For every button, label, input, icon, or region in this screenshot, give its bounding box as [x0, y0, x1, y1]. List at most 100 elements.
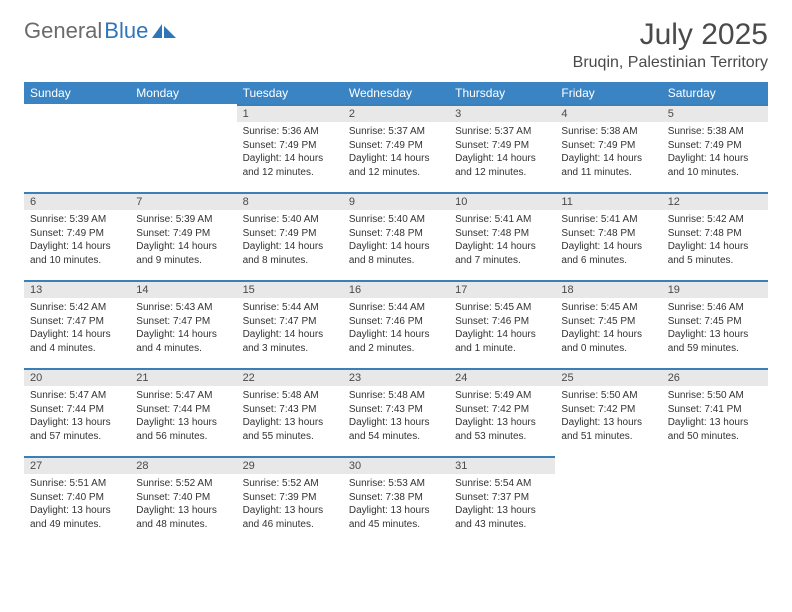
- calendar-cell: 12Sunrise: 5:42 AMSunset: 7:48 PMDayligh…: [662, 192, 768, 280]
- calendar-cell: [555, 456, 661, 544]
- day-details: Sunrise: 5:38 AMSunset: 7:49 PMDaylight:…: [662, 122, 768, 182]
- calendar-cell: 11Sunrise: 5:41 AMSunset: 7:48 PMDayligh…: [555, 192, 661, 280]
- day-number: 23: [343, 368, 449, 386]
- calendar-cell: 4Sunrise: 5:38 AMSunset: 7:49 PMDaylight…: [555, 104, 661, 192]
- calendar-cell: [24, 104, 130, 192]
- calendar-cell: 8Sunrise: 5:40 AMSunset: 7:49 PMDaylight…: [237, 192, 343, 280]
- day-number: 31: [449, 456, 555, 474]
- location: Bruqin, Palestinian Territory: [573, 54, 768, 72]
- calendar-cell: 22Sunrise: 5:48 AMSunset: 7:43 PMDayligh…: [237, 368, 343, 456]
- day-number: 20: [24, 368, 130, 386]
- day-number: 2: [343, 104, 449, 122]
- day-details: Sunrise: 5:37 AMSunset: 7:49 PMDaylight:…: [343, 122, 449, 182]
- day-details: Sunrise: 5:48 AMSunset: 7:43 PMDaylight:…: [237, 386, 343, 446]
- calendar-cell: 6Sunrise: 5:39 AMSunset: 7:49 PMDaylight…: [24, 192, 130, 280]
- day-details: Sunrise: 5:49 AMSunset: 7:42 PMDaylight:…: [449, 386, 555, 446]
- logo-text-general: General: [24, 18, 102, 44]
- day-number: 13: [24, 280, 130, 298]
- calendar-row: 1Sunrise: 5:36 AMSunset: 7:49 PMDaylight…: [24, 104, 768, 192]
- day-number: 19: [662, 280, 768, 298]
- calendar-cell: 17Sunrise: 5:45 AMSunset: 7:46 PMDayligh…: [449, 280, 555, 368]
- calendar-cell: 10Sunrise: 5:41 AMSunset: 7:48 PMDayligh…: [449, 192, 555, 280]
- day-number: 15: [237, 280, 343, 298]
- day-number: 27: [24, 456, 130, 474]
- day-details: Sunrise: 5:53 AMSunset: 7:38 PMDaylight:…: [343, 474, 449, 534]
- day-number: 24: [449, 368, 555, 386]
- day-details: Sunrise: 5:39 AMSunset: 7:49 PMDaylight:…: [130, 210, 236, 270]
- calendar-cell: 14Sunrise: 5:43 AMSunset: 7:47 PMDayligh…: [130, 280, 236, 368]
- day-number: 8: [237, 192, 343, 210]
- calendar-cell: 3Sunrise: 5:37 AMSunset: 7:49 PMDaylight…: [449, 104, 555, 192]
- logo-sail-icon: [152, 22, 178, 40]
- calendar-header-row: SundayMondayTuesdayWednesdayThursdayFrid…: [24, 82, 768, 104]
- day-number: 14: [130, 280, 236, 298]
- calendar-body: 1Sunrise: 5:36 AMSunset: 7:49 PMDaylight…: [24, 104, 768, 544]
- calendar-table: SundayMondayTuesdayWednesdayThursdayFrid…: [24, 82, 768, 544]
- day-number: 5: [662, 104, 768, 122]
- day-number: 18: [555, 280, 661, 298]
- day-details: Sunrise: 5:43 AMSunset: 7:47 PMDaylight:…: [130, 298, 236, 358]
- calendar-cell: 2Sunrise: 5:37 AMSunset: 7:49 PMDaylight…: [343, 104, 449, 192]
- day-header: Monday: [130, 82, 236, 104]
- day-header: Saturday: [662, 82, 768, 104]
- day-number: 3: [449, 104, 555, 122]
- calendar-cell: 9Sunrise: 5:40 AMSunset: 7:48 PMDaylight…: [343, 192, 449, 280]
- title-block: July 2025 Bruqin, Palestinian Territory: [573, 18, 768, 72]
- day-number: 11: [555, 192, 661, 210]
- logo: GeneralBlue: [24, 18, 178, 44]
- calendar-row: 20Sunrise: 5:47 AMSunset: 7:44 PMDayligh…: [24, 368, 768, 456]
- day-header: Thursday: [449, 82, 555, 104]
- day-details: Sunrise: 5:41 AMSunset: 7:48 PMDaylight:…: [449, 210, 555, 270]
- calendar-cell: 28Sunrise: 5:52 AMSunset: 7:40 PMDayligh…: [130, 456, 236, 544]
- day-number: 12: [662, 192, 768, 210]
- calendar-cell: 26Sunrise: 5:50 AMSunset: 7:41 PMDayligh…: [662, 368, 768, 456]
- day-number: 30: [343, 456, 449, 474]
- day-number: 9: [343, 192, 449, 210]
- day-number: 28: [130, 456, 236, 474]
- day-header: Wednesday: [343, 82, 449, 104]
- day-number: 1: [237, 104, 343, 122]
- day-details: Sunrise: 5:40 AMSunset: 7:49 PMDaylight:…: [237, 210, 343, 270]
- day-details: Sunrise: 5:54 AMSunset: 7:37 PMDaylight:…: [449, 474, 555, 534]
- calendar-cell: 23Sunrise: 5:48 AMSunset: 7:43 PMDayligh…: [343, 368, 449, 456]
- day-details: Sunrise: 5:50 AMSunset: 7:42 PMDaylight:…: [555, 386, 661, 446]
- calendar-cell: 20Sunrise: 5:47 AMSunset: 7:44 PMDayligh…: [24, 368, 130, 456]
- calendar-cell: 16Sunrise: 5:44 AMSunset: 7:46 PMDayligh…: [343, 280, 449, 368]
- day-details: Sunrise: 5:42 AMSunset: 7:47 PMDaylight:…: [24, 298, 130, 358]
- day-number: 4: [555, 104, 661, 122]
- calendar-row: 6Sunrise: 5:39 AMSunset: 7:49 PMDaylight…: [24, 192, 768, 280]
- day-number: 7: [130, 192, 236, 210]
- month-title: July 2025: [573, 18, 768, 52]
- day-details: Sunrise: 5:42 AMSunset: 7:48 PMDaylight:…: [662, 210, 768, 270]
- day-number: 10: [449, 192, 555, 210]
- day-number: 17: [449, 280, 555, 298]
- calendar-cell: 19Sunrise: 5:46 AMSunset: 7:45 PMDayligh…: [662, 280, 768, 368]
- day-header: Tuesday: [237, 82, 343, 104]
- calendar-cell: 7Sunrise: 5:39 AMSunset: 7:49 PMDaylight…: [130, 192, 236, 280]
- day-details: Sunrise: 5:45 AMSunset: 7:45 PMDaylight:…: [555, 298, 661, 358]
- calendar-cell: 29Sunrise: 5:52 AMSunset: 7:39 PMDayligh…: [237, 456, 343, 544]
- calendar-row: 27Sunrise: 5:51 AMSunset: 7:40 PMDayligh…: [24, 456, 768, 544]
- calendar-cell: [662, 456, 768, 544]
- calendar-cell: 13Sunrise: 5:42 AMSunset: 7:47 PMDayligh…: [24, 280, 130, 368]
- calendar-cell: 27Sunrise: 5:51 AMSunset: 7:40 PMDayligh…: [24, 456, 130, 544]
- day-details: Sunrise: 5:45 AMSunset: 7:46 PMDaylight:…: [449, 298, 555, 358]
- day-details: Sunrise: 5:47 AMSunset: 7:44 PMDaylight:…: [130, 386, 236, 446]
- day-details: Sunrise: 5:38 AMSunset: 7:49 PMDaylight:…: [555, 122, 661, 182]
- day-details: Sunrise: 5:44 AMSunset: 7:47 PMDaylight:…: [237, 298, 343, 358]
- calendar-cell: 1Sunrise: 5:36 AMSunset: 7:49 PMDaylight…: [237, 104, 343, 192]
- logo-text-blue: Blue: [104, 18, 148, 44]
- day-number: 21: [130, 368, 236, 386]
- day-details: Sunrise: 5:36 AMSunset: 7:49 PMDaylight:…: [237, 122, 343, 182]
- calendar-row: 13Sunrise: 5:42 AMSunset: 7:47 PMDayligh…: [24, 280, 768, 368]
- calendar-cell: 21Sunrise: 5:47 AMSunset: 7:44 PMDayligh…: [130, 368, 236, 456]
- day-number: 22: [237, 368, 343, 386]
- calendar-cell: 30Sunrise: 5:53 AMSunset: 7:38 PMDayligh…: [343, 456, 449, 544]
- calendar-cell: 18Sunrise: 5:45 AMSunset: 7:45 PMDayligh…: [555, 280, 661, 368]
- day-number: 26: [662, 368, 768, 386]
- day-details: Sunrise: 5:47 AMSunset: 7:44 PMDaylight:…: [24, 386, 130, 446]
- day-details: Sunrise: 5:50 AMSunset: 7:41 PMDaylight:…: [662, 386, 768, 446]
- day-number: 6: [24, 192, 130, 210]
- day-number: 16: [343, 280, 449, 298]
- calendar-cell: 31Sunrise: 5:54 AMSunset: 7:37 PMDayligh…: [449, 456, 555, 544]
